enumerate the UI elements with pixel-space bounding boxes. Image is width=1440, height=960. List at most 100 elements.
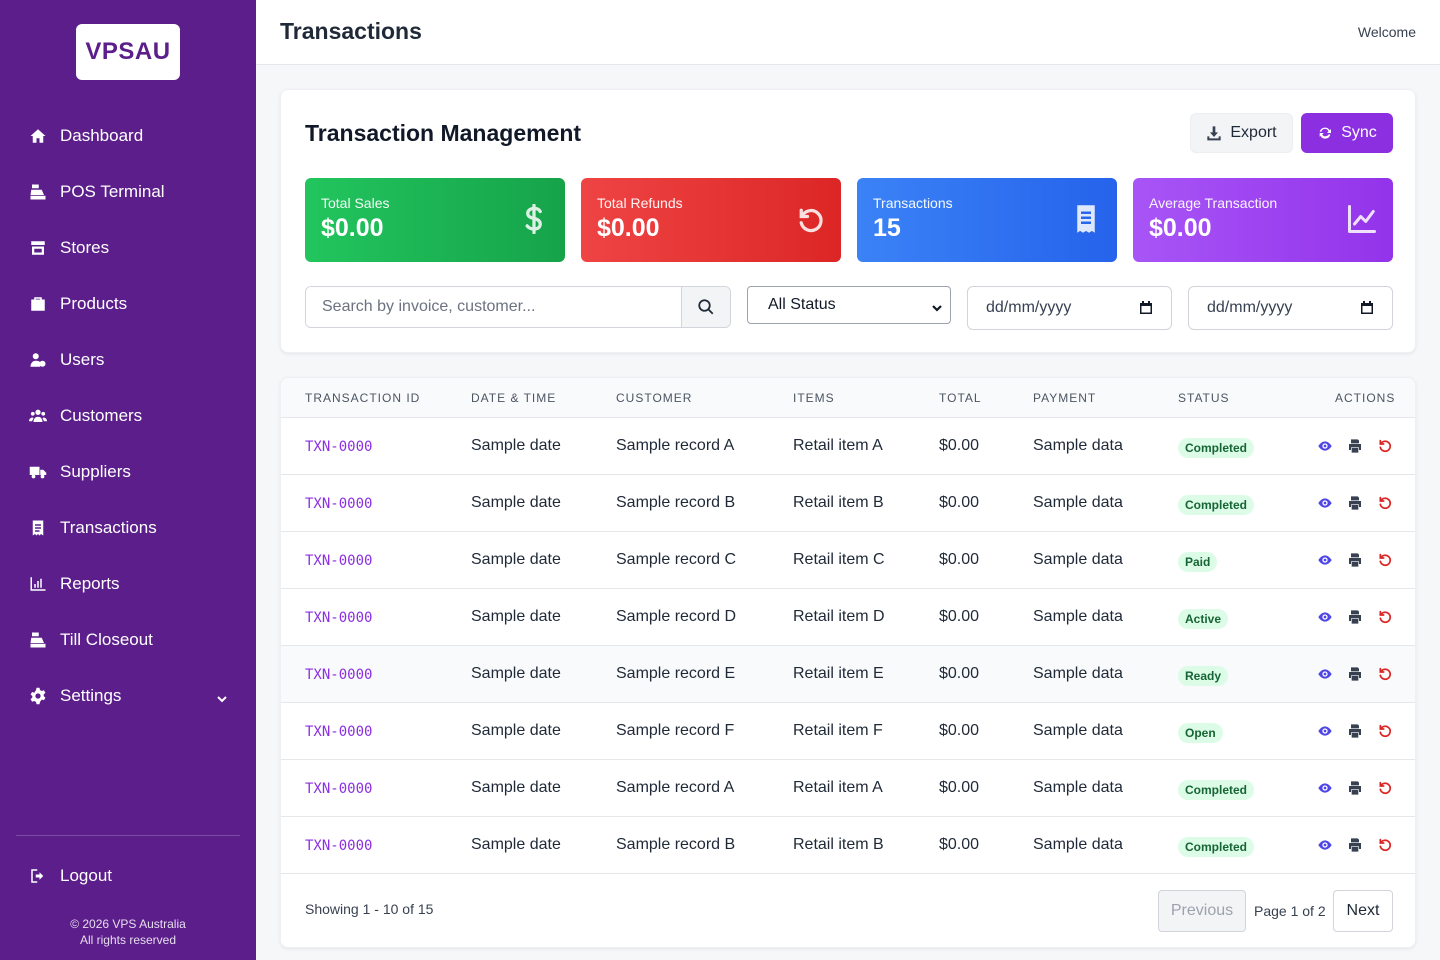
transaction-id-link[interactable]: TXN-0000 bbox=[305, 496, 373, 512]
column-header[interactable]: Transaction ID bbox=[305, 391, 421, 405]
stat-value: $0.00 bbox=[1149, 214, 1212, 242]
items-cell: Retail item A bbox=[793, 437, 883, 454]
transaction-id-link[interactable]: TXN-0000 bbox=[305, 610, 373, 626]
print-icon[interactable] bbox=[1347, 837, 1363, 853]
date-to-input[interactable]: dd/mm/yyyy bbox=[1188, 286, 1393, 330]
refund-icon[interactable] bbox=[1377, 552, 1393, 568]
column-header[interactable]: Total bbox=[939, 391, 982, 405]
view-icon[interactable] bbox=[1317, 723, 1333, 739]
table-footer: Showing 1 - 10 of 15 Previous Page 1 of … bbox=[281, 874, 1415, 947]
row-actions bbox=[1317, 552, 1393, 568]
column-header[interactable]: Customer bbox=[616, 391, 693, 405]
view-icon[interactable] bbox=[1317, 837, 1333, 853]
table-row[interactable]: TXN-0000 Sample date Sample record D Retail… bbox=[281, 589, 1415, 646]
date-from-input[interactable]: dd/mm/yyyy bbox=[967, 286, 1172, 330]
date-cell: Sample date bbox=[471, 665, 561, 682]
print-icon[interactable] bbox=[1347, 495, 1363, 511]
refund-icon[interactable] bbox=[1377, 837, 1393, 853]
receipt-icon bbox=[1071, 202, 1101, 236]
print-icon[interactable] bbox=[1347, 780, 1363, 796]
search-icon bbox=[698, 299, 714, 315]
table-row[interactable]: TXN-0000 Sample date Sample record F Retail… bbox=[281, 703, 1415, 760]
sidebar-item-reports[interactable]: Reports bbox=[16, 556, 240, 612]
view-icon[interactable] bbox=[1317, 780, 1333, 796]
items-cell: Retail item C bbox=[793, 551, 885, 568]
sidebar-item-dashboard[interactable]: Dashboard bbox=[16, 108, 240, 164]
sidebar-item-suppliers[interactable]: Suppliers bbox=[16, 444, 240, 500]
logout-button[interactable]: Logout bbox=[16, 848, 240, 904]
receipt-icon bbox=[28, 518, 48, 538]
table-row[interactable]: TXN-0000 Sample date Sample record A Retail… bbox=[281, 760, 1415, 817]
column-header[interactable]: Items bbox=[793, 391, 835, 405]
search-button[interactable] bbox=[681, 287, 730, 327]
sidebar-item-transactions[interactable]: Transactions bbox=[16, 500, 240, 556]
customer-cell: Sample record E bbox=[616, 665, 736, 682]
print-icon[interactable] bbox=[1347, 438, 1363, 454]
previous-page-button[interactable]: Previous bbox=[1158, 890, 1246, 932]
column-header[interactable]: Date & Time bbox=[471, 391, 557, 405]
copyright-line: All rights reserved bbox=[79, 933, 177, 947]
transaction-management-card: Transaction Management Export Sync Total… bbox=[280, 89, 1416, 353]
sidebar-item-users[interactable]: Users bbox=[16, 332, 240, 388]
page-title: Transactions bbox=[280, 18, 422, 44]
view-icon[interactable] bbox=[1317, 666, 1333, 682]
transaction-id-link[interactable]: TXN-0000 bbox=[305, 439, 373, 455]
table-row[interactable]: TXN-0000 Sample date Sample record A Retail… bbox=[281, 418, 1415, 475]
search-input[interactable] bbox=[306, 287, 681, 327]
refund-icon[interactable] bbox=[1377, 438, 1393, 454]
sidebar-item-label: Till Closeout bbox=[60, 630, 153, 649]
view-icon[interactable] bbox=[1317, 609, 1333, 625]
print-icon[interactable] bbox=[1347, 552, 1363, 568]
status-badge: Active bbox=[1178, 609, 1229, 629]
status-badge: Paid bbox=[1178, 552, 1218, 572]
next-page-button[interactable]: Next bbox=[1333, 890, 1393, 932]
refund-icon[interactable] bbox=[1377, 666, 1393, 682]
sidebar-item-customers[interactable]: Customers bbox=[16, 388, 240, 444]
print-icon[interactable] bbox=[1347, 666, 1363, 682]
calendar-icon[interactable] bbox=[1139, 301, 1153, 315]
column-header[interactable]: Payment bbox=[1033, 391, 1097, 405]
sidebar-item-products[interactable]: Products bbox=[16, 276, 240, 332]
items-cell: Retail item E bbox=[793, 665, 884, 682]
refund-icon[interactable] bbox=[1377, 723, 1393, 739]
customer-cell: Sample record D bbox=[616, 608, 737, 625]
column-header[interactable]: Status bbox=[1178, 391, 1230, 405]
sidebar-item-settings[interactable]: Settings bbox=[16, 668, 240, 724]
transaction-id-link[interactable]: TXN-0000 bbox=[305, 838, 373, 854]
sidebar-item-pos-terminal[interactable]: POS Terminal bbox=[16, 164, 240, 220]
table-row[interactable]: TXN-0000 Sample date Sample record E Retail… bbox=[281, 646, 1415, 703]
row-actions bbox=[1317, 438, 1393, 454]
sync-button[interactable]: Sync bbox=[1301, 113, 1393, 153]
transaction-id-link[interactable]: TXN-0000 bbox=[305, 724, 373, 740]
row-actions bbox=[1317, 837, 1393, 853]
view-icon[interactable] bbox=[1317, 495, 1333, 511]
transaction-id-link[interactable]: TXN-0000 bbox=[305, 781, 373, 797]
status-badge: Open bbox=[1178, 723, 1223, 743]
view-icon[interactable] bbox=[1317, 552, 1333, 568]
payment-cell: Sample data bbox=[1033, 608, 1123, 625]
transaction-id-link[interactable]: TXN-0000 bbox=[305, 553, 373, 569]
export-button[interactable]: Export bbox=[1190, 113, 1293, 153]
sidebar-item-stores[interactable]: Stores bbox=[16, 220, 240, 276]
refund-icon[interactable] bbox=[1377, 780, 1393, 796]
stat-card-transactions: Transactions 15 bbox=[857, 178, 1117, 262]
sidebar-item-till-closeout[interactable]: Till Closeout bbox=[16, 612, 240, 668]
brand-logo[interactable]: VPSAU bbox=[76, 24, 180, 80]
print-icon[interactable] bbox=[1347, 723, 1363, 739]
table-row[interactable]: TXN-0000 Sample date Sample record C Retail… bbox=[281, 532, 1415, 589]
section-title: Transaction Management bbox=[305, 120, 582, 146]
refund-icon[interactable] bbox=[1377, 495, 1393, 511]
line-chart-icon bbox=[1347, 202, 1377, 236]
print-icon[interactable] bbox=[1347, 609, 1363, 625]
calendar-icon[interactable] bbox=[1360, 301, 1374, 315]
stat-card-total-sales: Total Sales $0.00 bbox=[305, 178, 565, 262]
refund-icon[interactable] bbox=[1377, 609, 1393, 625]
transaction-id-link[interactable]: TXN-0000 bbox=[305, 667, 373, 683]
sidebar-item-label: Suppliers bbox=[60, 462, 131, 481]
store-icon bbox=[28, 238, 48, 258]
copyright-line: © 2026 VPS Australia bbox=[70, 917, 186, 931]
table-row[interactable]: TXN-0000 Sample date Sample record B Retail… bbox=[281, 475, 1415, 532]
status-select[interactable]: All Status bbox=[747, 286, 951, 324]
table-row[interactable]: TXN-0000 Sample date Sample record B Retail… bbox=[281, 817, 1415, 874]
view-icon[interactable] bbox=[1317, 438, 1333, 454]
